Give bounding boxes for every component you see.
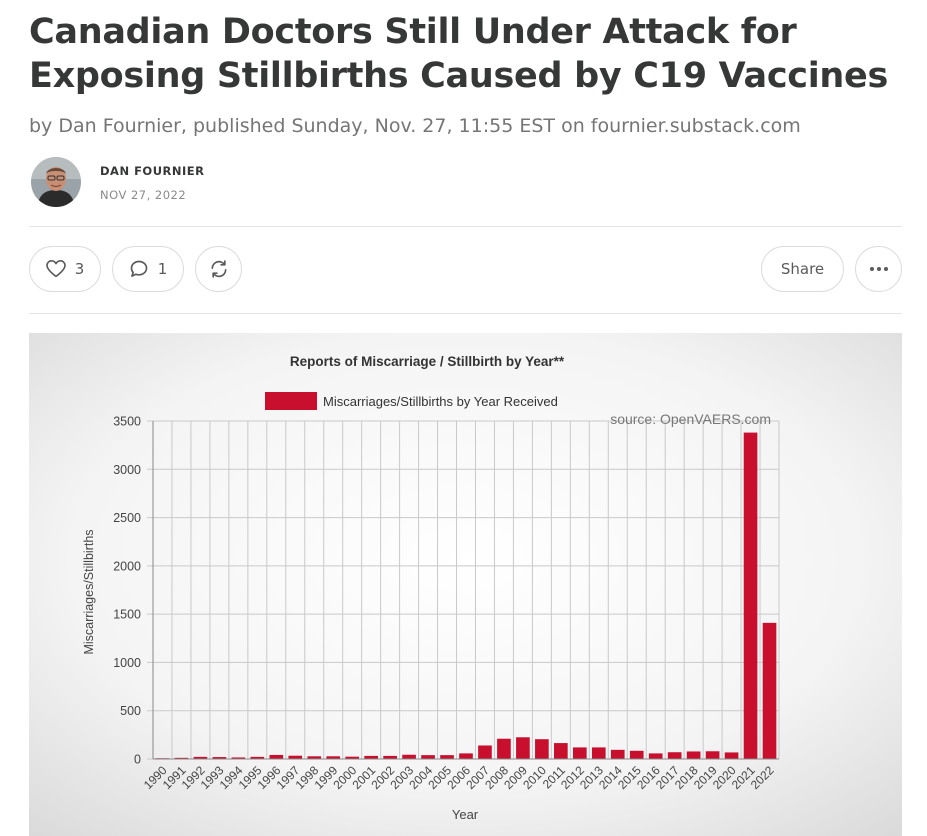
y-tick-label: 1500 bbox=[113, 608, 141, 622]
bar-1997 bbox=[288, 755, 303, 759]
bar-1994 bbox=[231, 757, 246, 759]
bar-2002 bbox=[383, 755, 397, 759]
like-button[interactable]: 3 bbox=[29, 246, 101, 292]
bar-1996 bbox=[269, 754, 284, 759]
bar-1998 bbox=[307, 756, 322, 759]
bar-2020 bbox=[724, 752, 739, 759]
bar-1991 bbox=[174, 757, 189, 759]
bar-1992 bbox=[193, 756, 208, 759]
bar-2011 bbox=[554, 743, 568, 759]
bar-2021 bbox=[743, 432, 758, 759]
bar-2006 bbox=[459, 753, 473, 759]
y-tick-label: 2000 bbox=[113, 559, 141, 573]
bar-2022 bbox=[762, 622, 777, 759]
y-tick-label: 3500 bbox=[113, 415, 141, 429]
x-axis-label: Year bbox=[452, 807, 479, 822]
bar-2018 bbox=[686, 751, 701, 759]
bar-2008 bbox=[497, 738, 511, 759]
y-tick-label: 0 bbox=[134, 753, 141, 767]
chart-image: 0 500 1000 1500 2000 2500 3000 3500 1990 1991 1992… bbox=[29, 333, 902, 836]
comment-count: 1 bbox=[157, 260, 168, 278]
bar-2016 bbox=[648, 753, 663, 759]
chart-title: Reports of Miscarriage / Stillbirth by Y… bbox=[290, 354, 565, 369]
bar-2012 bbox=[572, 747, 587, 759]
legend-swatch bbox=[265, 392, 317, 410]
y-tick-label: 1000 bbox=[113, 656, 141, 670]
author-avatar[interactable] bbox=[31, 157, 81, 207]
restack-icon bbox=[209, 259, 229, 279]
actions-divider bbox=[29, 313, 902, 314]
bar-2000 bbox=[345, 756, 360, 759]
heart-icon bbox=[45, 260, 66, 278]
more-options-button[interactable] bbox=[855, 246, 902, 292]
bar-2013 bbox=[591, 747, 606, 759]
bar-2015 bbox=[629, 750, 644, 759]
bar-2007 bbox=[478, 745, 492, 759]
bar-1999 bbox=[326, 756, 341, 759]
author-name[interactable]: DAN FOURNIER bbox=[100, 164, 205, 178]
top-divider bbox=[29, 226, 902, 227]
bar-2009 bbox=[516, 737, 530, 759]
article-subtitle: by Dan Fournier, published Sunday, Nov. … bbox=[29, 115, 801, 137]
post-date: NOV 27, 2022 bbox=[100, 188, 187, 202]
bar-2001 bbox=[364, 755, 378, 759]
bar-1995 bbox=[250, 756, 265, 759]
bar-2010 bbox=[535, 739, 549, 759]
y-tick-label: 2500 bbox=[113, 511, 141, 525]
bar-2014 bbox=[610, 749, 625, 759]
article-title: Canadian Doctors Still Under Attack for … bbox=[29, 12, 889, 96]
chart-source: source: OpenVAERS.com bbox=[610, 411, 771, 427]
bar-1993 bbox=[212, 757, 227, 759]
share-button[interactable]: Share bbox=[761, 246, 844, 292]
bar-2003 bbox=[402, 754, 416, 759]
y-axis-label: Miscarriages/Stillbirths bbox=[82, 529, 96, 654]
y-tick-label: 500 bbox=[120, 704, 141, 718]
comment-button[interactable]: 1 bbox=[112, 246, 184, 292]
like-count: 3 bbox=[74, 260, 85, 278]
bar-2005 bbox=[440, 755, 454, 759]
bar-2017 bbox=[667, 752, 682, 759]
ellipsis-icon bbox=[869, 266, 889, 272]
miscarriage-chart: 0500100015002000250030003500199019911992… bbox=[29, 333, 902, 836]
share-label: Share bbox=[780, 260, 825, 278]
legend-label: Miscarriages/Stillbirths by Year Receive… bbox=[323, 394, 558, 409]
bar-2019 bbox=[705, 751, 720, 759]
restack-button[interactable] bbox=[195, 246, 242, 292]
y-tick-label: 3000 bbox=[113, 463, 141, 477]
bar-2004 bbox=[421, 755, 435, 759]
comment-bubble-icon bbox=[129, 259, 149, 279]
